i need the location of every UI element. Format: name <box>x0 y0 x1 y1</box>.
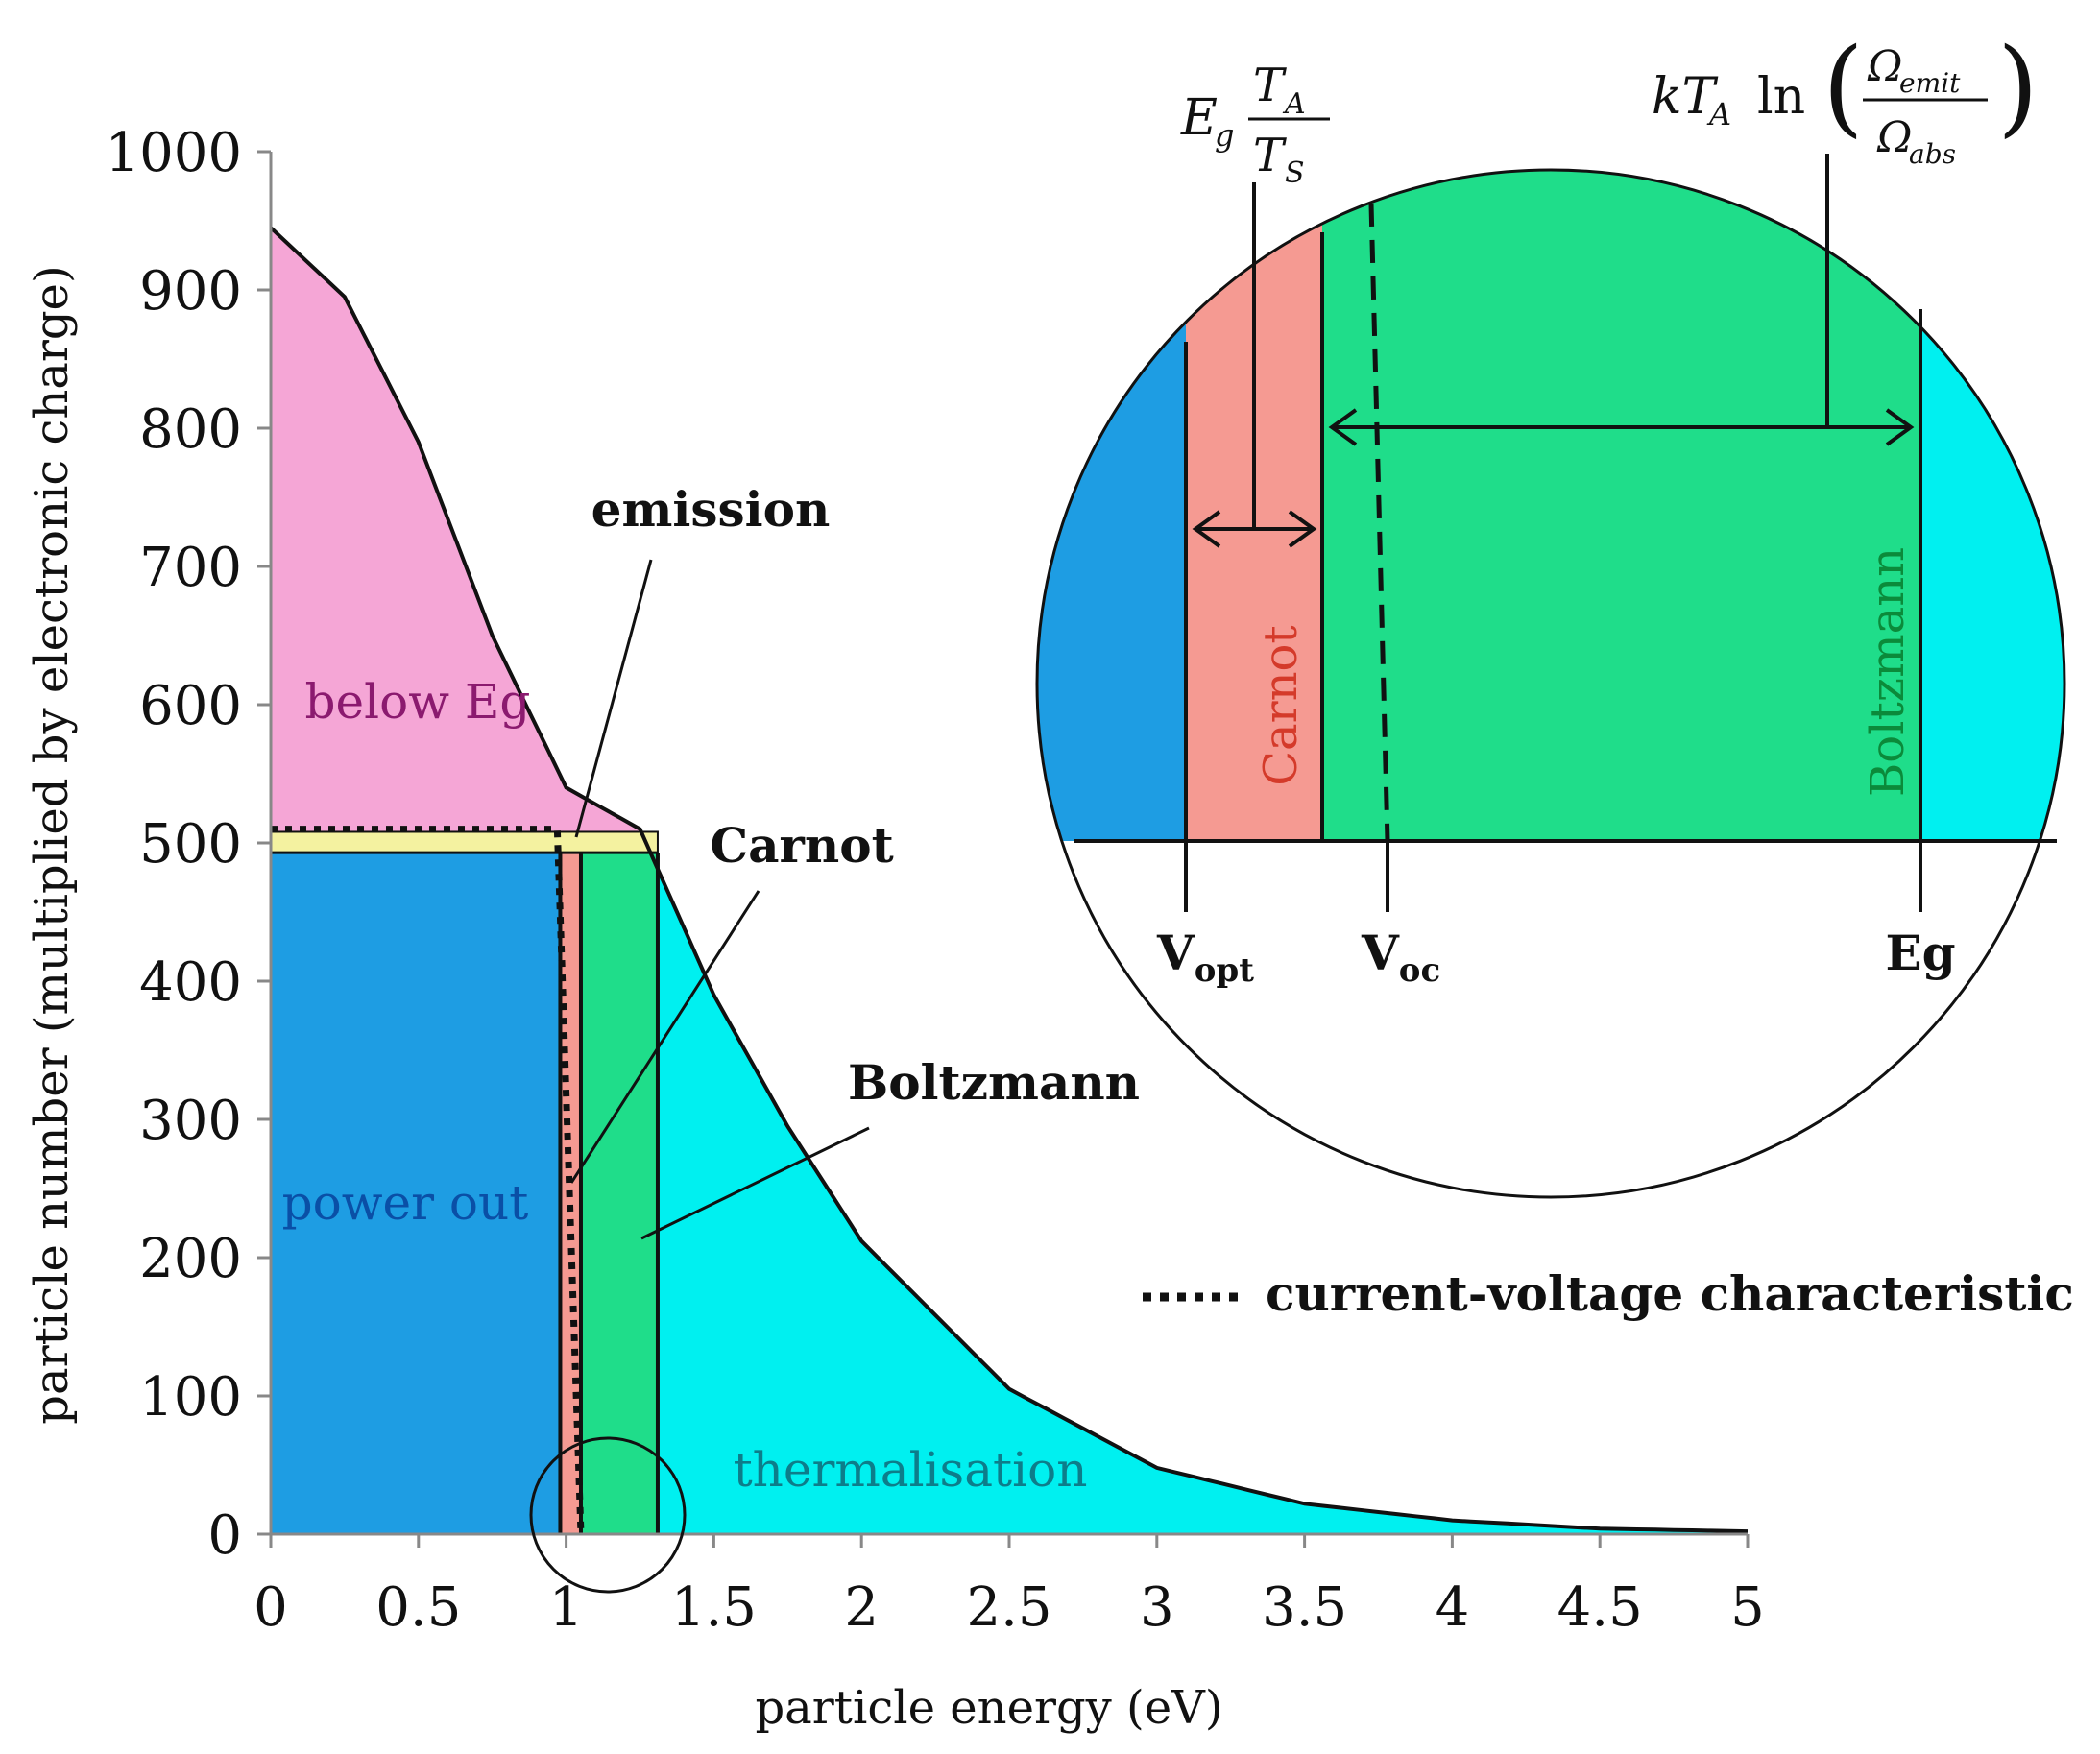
y-tick-label: 400 <box>139 951 242 1014</box>
x-tick-label: 0.5 <box>375 1576 461 1639</box>
y-tick-label: 700 <box>139 537 242 599</box>
svg-text:(: ( <box>1822 25 1864 148</box>
annotation-boltzmann-pointer <box>640 1126 870 1240</box>
zoom-circle <box>529 1436 687 1594</box>
inset-label-carnot: Carnot <box>1254 625 1308 785</box>
y-tick-label: 900 <box>139 260 242 323</box>
annotation-emission-pointer <box>574 559 653 838</box>
inset-carnot-arrowhead-left <box>1192 510 1221 548</box>
x-tick-label: 4.5 <box>1557 1576 1643 1639</box>
region-below-eg <box>271 228 658 870</box>
y-tick-label: 800 <box>139 398 242 461</box>
spectrum-curve <box>269 226 1749 1534</box>
main-plot-axes: 0 0.5 1 1.5 2 2.5 3 3.5 4 4.5 50100200300400500600… <box>105 122 1764 1639</box>
region-label-thermalisation: thermalisation <box>734 1442 1088 1498</box>
inset-label-voc: Voc <box>1361 925 1440 990</box>
x-tick-label: 2 <box>844 1576 879 1639</box>
y-tick-label: 100 <box>139 1366 242 1429</box>
annotation-carnot: Carnot <box>710 817 893 874</box>
svg-text:abs: abs <box>1909 138 1956 170</box>
region-thermalisation <box>657 869 1748 1534</box>
svg-text:ln: ln <box>1757 68 1805 126</box>
svg-text:A: A <box>1706 96 1731 132</box>
svg-text:kT: kT <box>1652 68 1719 126</box>
main-plot-regions <box>269 226 1749 1535</box>
inset-thermalisation <box>1920 170 2064 841</box>
y-tick-label: 300 <box>139 1090 242 1152</box>
x-axis-label: particle energy (eV) <box>755 1681 1222 1735</box>
region-label-below-eg: below Eg <box>305 674 531 730</box>
x-tick-label: 5 <box>1730 1576 1765 1639</box>
inset-boltzmann-arrowhead-right <box>1885 408 1915 446</box>
svg-text:S: S <box>1285 156 1305 190</box>
annotation-emission: emission <box>591 481 831 538</box>
svg-text:): ) <box>1997 25 2039 148</box>
y-axis-label: particle number (multiplied by electroni… <box>25 265 79 1424</box>
inset-label-eg: Eg <box>1885 925 1955 981</box>
region-power-out <box>271 853 561 1534</box>
svg-text:Ω: Ω <box>1867 42 1902 91</box>
inset-boltzmann <box>1322 170 1920 841</box>
region-label-power-out: power out <box>282 1175 529 1231</box>
inset-voc-dashed <box>1368 203 1390 842</box>
inset-label-boltzmann: Boltzmann <box>1861 547 1915 797</box>
x-tick-label: 2.5 <box>966 1576 1051 1639</box>
svg-text:Ω: Ω <box>1876 113 1912 162</box>
x-tick-label: 3 <box>1140 1576 1174 1639</box>
annotation-carnot-pointer <box>569 890 760 1184</box>
x-tick-label: 1.5 <box>671 1576 757 1639</box>
inset-boltzmann-arrowhead-left <box>1328 408 1358 446</box>
region-emission <box>270 830 659 854</box>
inset-magnified-view: Carnot Boltzmann Vopt Voc Eg E g T A T S… <box>1035 25 2066 1199</box>
y-tick-label: 1000 <box>105 122 242 184</box>
inset-border <box>1035 168 2066 1199</box>
x-tick-label: 3.5 <box>1262 1576 1347 1639</box>
inset-math-boltzmann: kT A ln ( Ω emit Ω abs ) <box>1652 25 2039 170</box>
x-tick-label: 0 <box>253 1576 288 1639</box>
svg-text:T: T <box>1253 129 1287 182</box>
region-boltzmann <box>580 853 658 1534</box>
svg-text:emit: emit <box>1899 67 1961 99</box>
annotation-boltzmann: Boltzmann <box>848 1054 1140 1111</box>
svg-text:g: g <box>1215 117 1234 154</box>
y-tick-label: 600 <box>139 675 242 737</box>
y-tick-label: 500 <box>139 813 242 876</box>
y-tick-label: 0 <box>207 1504 242 1567</box>
inset-label-vopt: Vopt <box>1156 925 1254 990</box>
legend-iv-label: current-voltage characteristic <box>1266 1265 2074 1322</box>
svg-text:T: T <box>1253 59 1287 112</box>
y-tick-label: 200 <box>139 1228 242 1290</box>
inset-power-out <box>1037 170 1186 841</box>
inset-carnot-arrowhead-right <box>1288 510 1317 548</box>
svg-text:A: A <box>1282 87 1306 121</box>
x-tick-label: 4 <box>1436 1576 1470 1639</box>
svg-text:E: E <box>1180 89 1218 147</box>
inset-math-carnot: E g T A T S <box>1180 59 1330 190</box>
